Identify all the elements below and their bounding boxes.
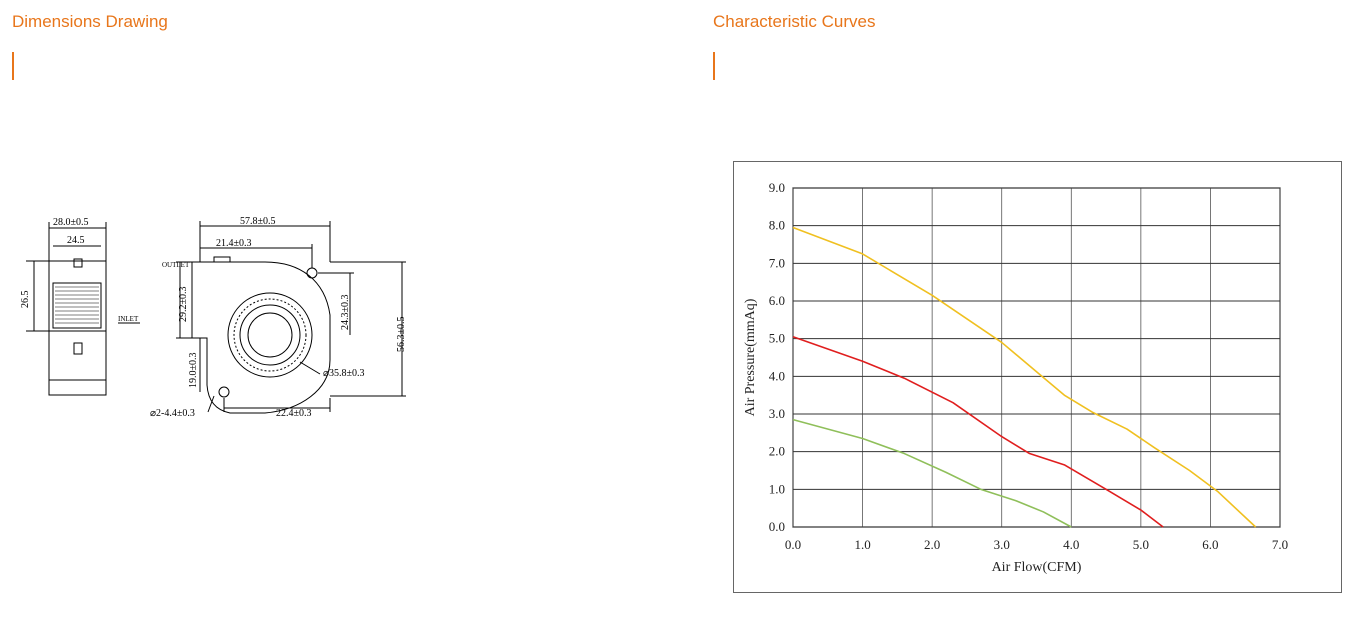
dim-total-height: 56.3±0.5 [396, 317, 407, 353]
characteristic-chart: 0.0 1.0 2.0 3.0 4.0 5.0 6.0 7.0 0.0 1.0 2.0 3.0 4.0 5… [733, 161, 1342, 593]
y-tick-label: 1.0 [769, 481, 785, 496]
chart-series [792, 226, 1257, 528]
x-tick-label: 7.0 [1272, 537, 1288, 552]
series-line-mid [792, 336, 1164, 528]
y-axis-label: Air Pressure(mmAq) [743, 298, 758, 416]
curves-accent-bar [713, 52, 715, 80]
mount-hole-top [306, 267, 318, 279]
x-axis-label: Air Flow(CFM) [992, 560, 1082, 575]
series-line-high [792, 226, 1257, 528]
dim-width-inner: 24.5 [67, 235, 85, 246]
y-tick-label: 0.0 [769, 519, 785, 534]
y-tick-label: 3.0 [769, 406, 785, 421]
y-tick-label: 6.0 [769, 293, 785, 308]
dimensions-accent-bar [12, 52, 14, 80]
plot-frame [792, 187, 1281, 528]
y-tick-label: 2.0 [769, 444, 785, 459]
dim-hole-spacing: 22.4±0.3 [276, 408, 312, 419]
outlet-label: OUTLET [162, 261, 190, 269]
dim-lower-height: 19.0±0.3 [188, 353, 199, 389]
y-tick-label: 5.0 [769, 331, 785, 346]
chart-ticks: 0.0 1.0 2.0 3.0 4.0 5.0 6.0 7.0 0.0 1.0 2.0 3.0 4.0 5… [769, 180, 1288, 552]
dim-holes: ⌀2-4.4±0.3 [150, 408, 195, 419]
series-line-low [792, 418, 1072, 528]
dim-height-side: 26.5 [20, 291, 31, 309]
x-tick-label: 2.0 [924, 537, 940, 552]
characteristic-curves-title: Characteristic Curves [713, 12, 876, 31]
x-tick-label: 1.0 [854, 537, 870, 552]
dim-outlet-height: 29.2±0.3 [178, 287, 189, 323]
x-tick-label: 3.0 [994, 537, 1010, 552]
dimensions-drawing-title: Dimensions Drawing [12, 12, 168, 31]
side-view-grille [52, 282, 102, 329]
dim-width-total: 28.0±0.5 [53, 217, 89, 228]
inlet-outer-ring [227, 292, 313, 378]
dim-hole-height: 24.3±0.3 [340, 295, 351, 331]
front-view-housing [191, 261, 331, 414]
x-tick-label: 4.0 [1063, 537, 1079, 552]
mount-hole-bottom [218, 386, 230, 398]
dim-outlet-offset: 21.4±0.3 [216, 238, 252, 249]
side-view-body [48, 260, 107, 396]
dim-length-total: 57.8±0.5 [240, 216, 276, 227]
x-tick-label: 0.0 [785, 537, 801, 552]
x-tick-label: 6.0 [1202, 537, 1218, 552]
x-tick-label: 5.0 [1133, 537, 1149, 552]
y-tick-label: 9.0 [769, 180, 785, 195]
y-tick-label: 7.0 [769, 255, 785, 270]
y-tick-label: 8.0 [769, 218, 785, 233]
dimensions-drawing: 28.0±0.5 24.5 26.5 INLET OUTLET 57.8±0.5… [20, 216, 407, 419]
y-tick-label: 4.0 [769, 368, 785, 383]
chart-grid [792, 187, 1281, 528]
dim-inlet-diameter: ⌀35.8±0.3 [323, 368, 365, 379]
chart-svg: 0.0 1.0 2.0 3.0 4.0 5.0 6.0 7.0 0.0 1.0 2.0 3.0 4.0 5… [743, 180, 1288, 575]
inlet-label: INLET [118, 315, 139, 323]
